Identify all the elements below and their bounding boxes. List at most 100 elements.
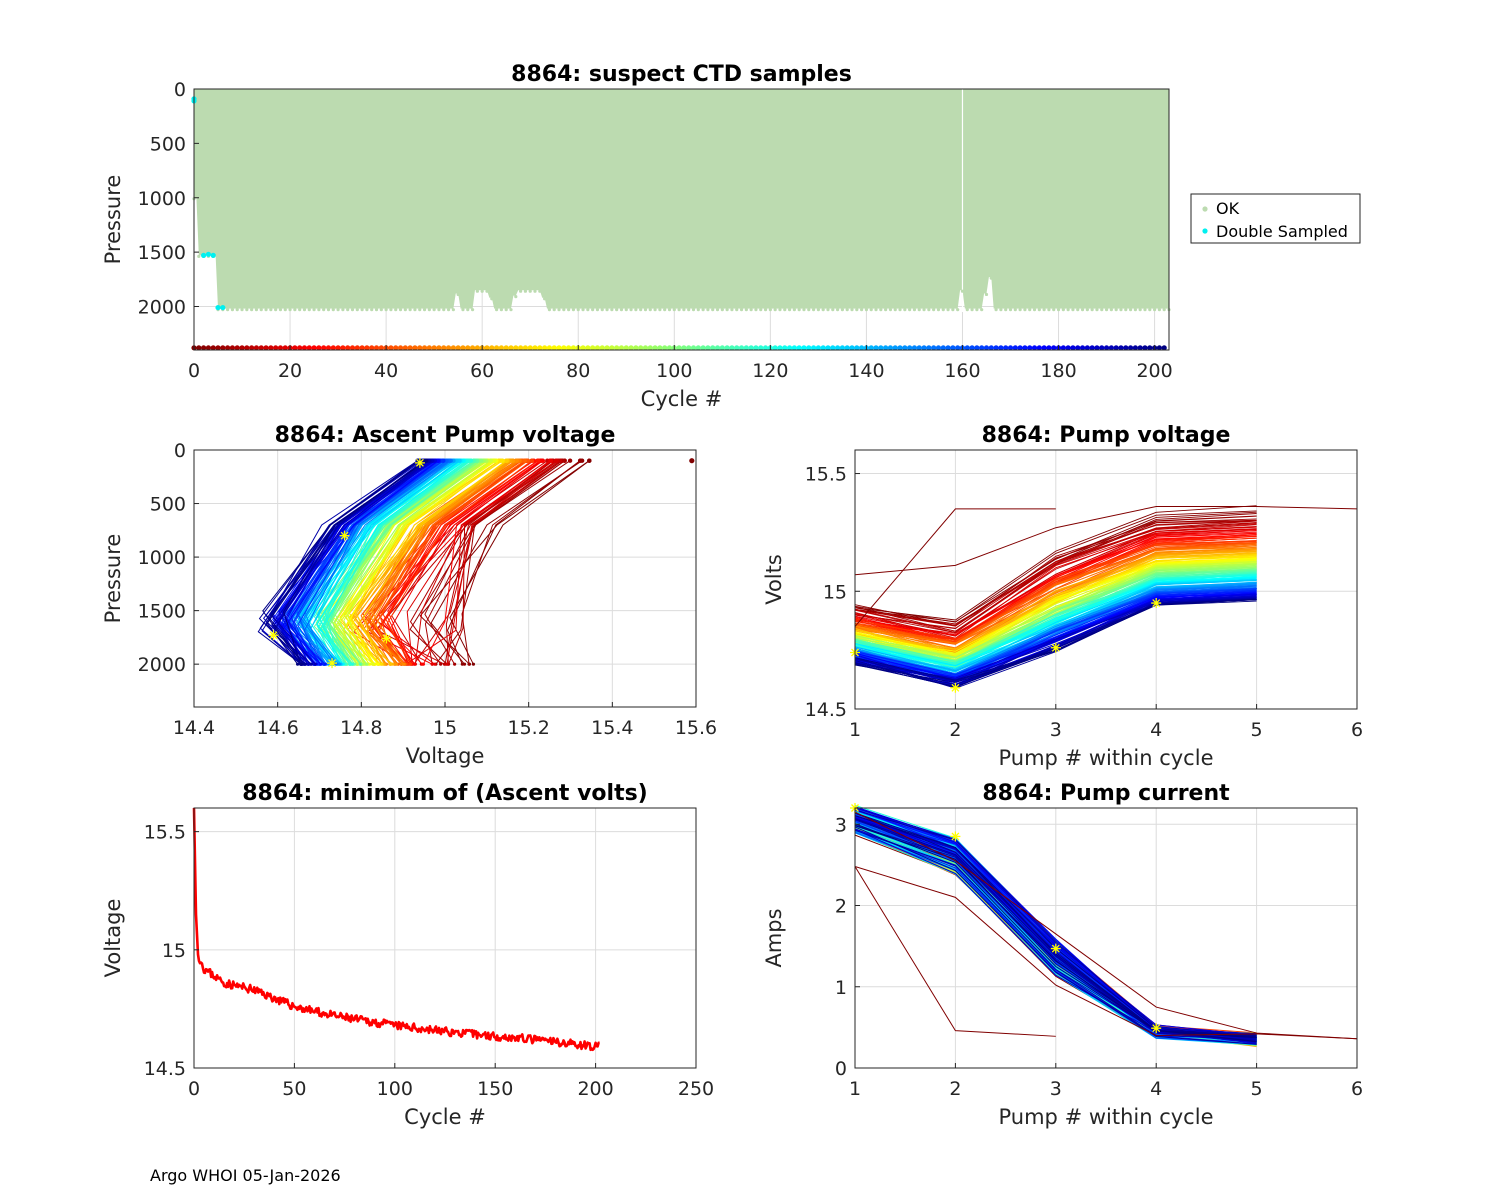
ok-sample (562, 308, 566, 312)
ok-sample (869, 308, 873, 312)
cycle-color-marker (666, 345, 673, 351)
cycle-color-marker (983, 345, 990, 351)
ok-sample (437, 308, 441, 312)
ascent-profile-line (323, 460, 468, 665)
cycle-color-marker (311, 345, 317, 351)
ok-sample (663, 308, 667, 312)
pumpv-xtick-label: 6 (1351, 719, 1363, 741)
cycle-color-marker (950, 345, 956, 351)
ascent-ytick-label: 2000 (138, 654, 186, 676)
ok-sample (682, 308, 686, 312)
ascent-profile-line (282, 460, 439, 665)
pumpv-xtick-label: 2 (949, 719, 961, 741)
cycle-color-marker (378, 345, 384, 351)
ascent-profile-line (308, 460, 460, 665)
ascent-point (358, 662, 362, 666)
pumpv-xtick-label: 5 (1251, 719, 1263, 741)
ok-sample (1037, 308, 1041, 312)
cycle-color-marker (1036, 345, 1042, 351)
ok-sample (730, 308, 734, 312)
ok-sample (739, 308, 744, 312)
ascent-point (514, 458, 519, 463)
cycle-color-marker (618, 345, 625, 351)
cycle-color-marker (590, 345, 596, 351)
ascent-xlabel: Voltage (406, 744, 485, 768)
pumpc-xlabel: Pump # within cycle (999, 1105, 1214, 1129)
cycle-color-marker (897, 345, 903, 351)
ctd-xtick-label: 120 (752, 360, 788, 382)
ascent-point (467, 662, 471, 666)
cycle-color-marker (782, 345, 788, 351)
cycle-color-marker (493, 345, 500, 351)
ctd-legend: OK Double Sampled (1190, 193, 1361, 244)
ok-sample (523, 289, 528, 293)
minv-xtick-label: 250 (678, 1078, 714, 1100)
ascent-point (548, 458, 553, 463)
ok-sample (600, 308, 604, 312)
ascent-point (471, 662, 476, 666)
ascent-point (303, 662, 307, 666)
ascent-point (376, 662, 380, 666)
cycle-color-marker (330, 345, 336, 351)
pump-voltage-line (854, 576, 1257, 666)
cycle-color-marker (676, 345, 682, 351)
ascent-point (567, 458, 573, 463)
pumpc-ytick-label: 3 (835, 814, 847, 836)
ok-sample (360, 308, 364, 312)
ok-sample (797, 308, 801, 312)
pump-current-line (854, 825, 1257, 1042)
legend-ok-label: OK (1216, 199, 1240, 218)
ok-sample (903, 308, 907, 312)
cycle-color-marker (325, 345, 332, 351)
cycle-color-marker (349, 345, 356, 351)
cycle-color-marker (1070, 345, 1076, 351)
ascent-xtick-label: 14.4 (173, 717, 215, 739)
ok-sample (418, 308, 422, 312)
ok-sample (831, 308, 835, 312)
minv-xtick-label: 150 (477, 1078, 513, 1100)
ok-sample (1157, 308, 1161, 312)
ascent-content (257, 457, 695, 669)
ascent-point (319, 662, 323, 666)
cycle-color-marker (508, 345, 514, 351)
ascent-profile-line (405, 460, 552, 665)
cycle-color-marker (431, 345, 437, 351)
ascent-point (402, 662, 406, 666)
footer-credit: Argo WHOI 05-Jan-2026 (150, 1166, 341, 1185)
cycle-color-marker (393, 345, 399, 351)
cycle-color-marker (810, 345, 817, 351)
ok-sample (283, 308, 287, 312)
ctd-xtick-label: 0 (188, 360, 200, 382)
pump-voltage-line (854, 520, 1257, 627)
ascent-profile-line (334, 460, 485, 665)
pumpc-ytick-label: 0 (835, 1058, 847, 1080)
ok-sample (629, 308, 633, 312)
ascent-profile-line (316, 460, 464, 665)
ascent-point (522, 458, 527, 463)
cycle-color-marker (292, 345, 298, 351)
ascent-point (364, 662, 368, 666)
cycle-color-marker (527, 345, 533, 351)
cycle-color-marker (407, 345, 413, 351)
ok-sample (254, 308, 259, 312)
ok-sample (792, 308, 796, 312)
ascent-point (313, 662, 317, 666)
cycle-color-marker (859, 345, 865, 351)
pump-voltage-line (854, 542, 1257, 645)
pumpv-xtick-label: 1 (849, 719, 861, 741)
ok-sample (759, 308, 763, 312)
cycle-color-marker (825, 345, 831, 351)
pump-voltage-line (854, 531, 1257, 636)
cycle-color-marker (498, 345, 504, 351)
ok-sample (989, 276, 993, 280)
cycle-color-marker (561, 345, 567, 351)
pump-voltage-line (854, 510, 1257, 623)
pumpv-marker-star (950, 682, 961, 693)
cycle-color-marker (734, 345, 740, 351)
ok-sample (951, 308, 955, 312)
cycle-color-marker (772, 345, 778, 351)
pump-current-line (854, 826, 1257, 1045)
double-sampled-point (215, 304, 221, 311)
ascent-point (441, 458, 446, 463)
ctd-xtick-label: 40 (374, 360, 398, 382)
